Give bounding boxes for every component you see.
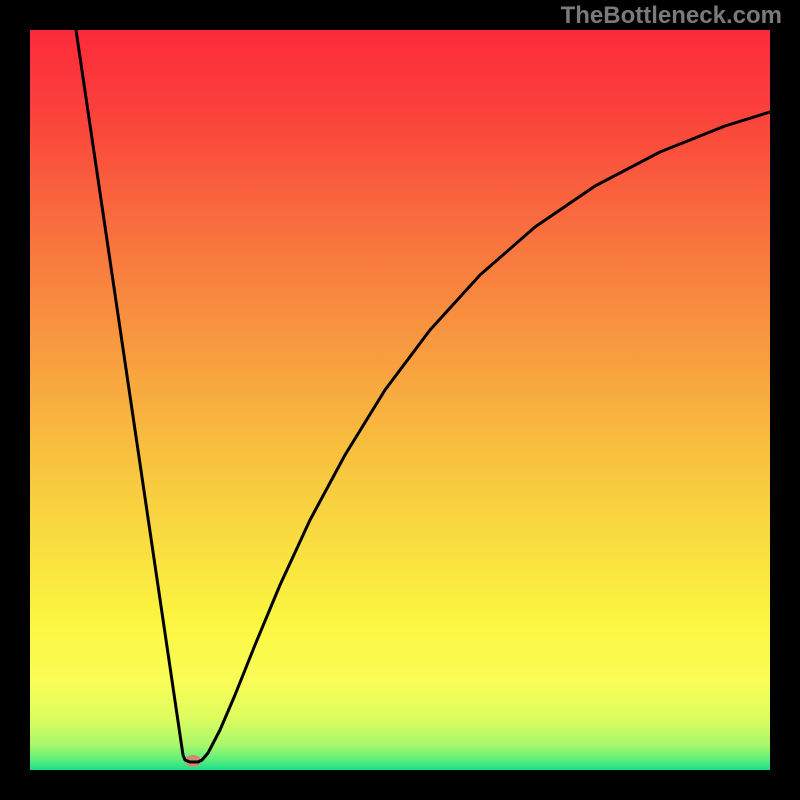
watermark-text: TheBottleneck.com: [561, 2, 782, 30]
chart-svg: [0, 0, 800, 800]
gradient-background: [30, 30, 770, 770]
